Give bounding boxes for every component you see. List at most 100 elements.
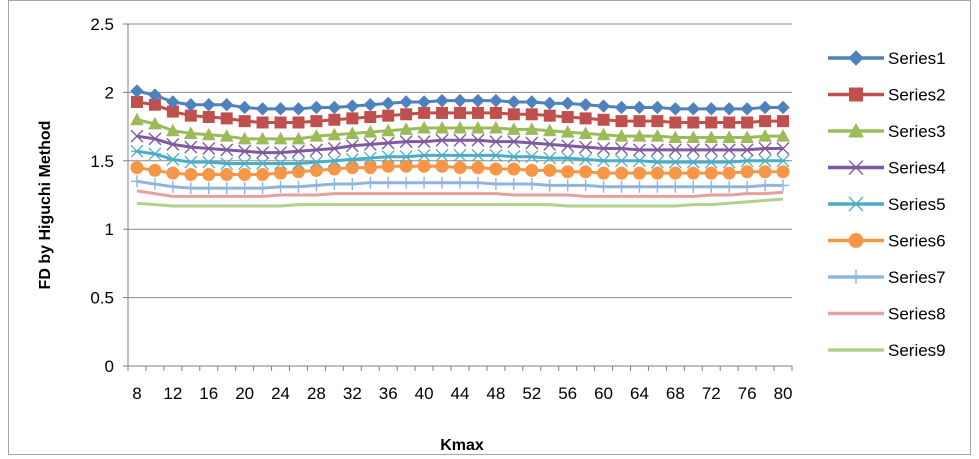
legend-label: Series8	[888, 305, 946, 324]
data-point	[327, 141, 341, 155]
data-point	[238, 182, 251, 195]
data-point	[435, 159, 449, 173]
data-point	[650, 129, 665, 142]
data-point	[310, 179, 323, 192]
data-point	[758, 165, 772, 179]
data-point	[130, 129, 144, 143]
chart-frame	[8, 0, 971, 455]
data-point-stroke	[238, 144, 252, 158]
data-point	[722, 102, 736, 116]
data-point	[525, 178, 538, 191]
data-point	[184, 155, 198, 169]
data-point	[543, 109, 556, 122]
data-point-stroke	[686, 143, 700, 157]
data-point	[453, 93, 467, 108]
data-point	[579, 140, 593, 154]
data-point	[345, 126, 360, 139]
data-point	[668, 130, 683, 144]
y-axis-title: FD by Higuchi Method	[37, 121, 54, 290]
data-point	[471, 133, 485, 147]
data-point	[202, 111, 215, 124]
data-point	[148, 178, 161, 191]
data-point	[687, 116, 700, 129]
data-point	[417, 95, 431, 109]
data-point-stroke	[650, 143, 664, 157]
series-series6	[130, 159, 790, 181]
data-point	[615, 115, 628, 128]
data-point	[704, 130, 719, 144]
data-point	[309, 143, 323, 157]
data-point	[632, 143, 646, 157]
legend-label: Series1	[888, 49, 946, 68]
data-point	[489, 135, 503, 149]
data-point	[507, 135, 521, 149]
legend-item: Series1	[828, 49, 946, 68]
data-point	[722, 143, 736, 157]
data-point	[507, 178, 520, 191]
data-point	[848, 196, 864, 212]
data-point	[489, 178, 502, 191]
legend-label: Series2	[888, 86, 946, 105]
data-point	[328, 178, 341, 191]
series-line	[136, 189, 784, 198]
data-point	[614, 129, 629, 142]
data-point-stroke	[632, 143, 646, 157]
x-tick-label: 36	[379, 384, 398, 403]
legend-item: Series6	[828, 232, 946, 251]
data-point	[704, 166, 718, 180]
data-point	[650, 143, 664, 157]
data-point	[309, 163, 323, 177]
data-point-stroke	[130, 129, 144, 143]
data-point	[758, 100, 772, 115]
data-point	[237, 100, 252, 115]
series-series8	[136, 189, 784, 198]
series-series2	[130, 95, 790, 129]
data-point	[524, 122, 539, 135]
data-point-stroke	[525, 136, 539, 150]
data-point	[148, 116, 162, 130]
legend-label: Series6	[888, 232, 946, 251]
data-point	[615, 141, 629, 155]
legend-item: Series7	[828, 268, 946, 287]
data-point	[776, 100, 790, 115]
legend-item: Series4	[828, 159, 946, 178]
data-point	[166, 95, 180, 109]
data-point	[632, 129, 647, 142]
data-point-stroke	[274, 146, 288, 160]
data-point	[471, 106, 484, 119]
data-point	[400, 176, 413, 189]
data-point	[256, 116, 269, 129]
data-point	[418, 106, 431, 119]
legend-item: Series8	[828, 305, 946, 324]
data-point-stroke	[668, 143, 682, 157]
x-tick-label: 32	[343, 384, 362, 403]
gridlines	[128, 23, 792, 299]
data-point	[256, 157, 270, 170]
data-point	[632, 100, 647, 115]
data-point	[256, 167, 270, 181]
series-series5	[130, 144, 790, 170]
data-point-stroke	[220, 143, 234, 157]
data-point	[453, 161, 467, 175]
data-point-stroke	[327, 141, 341, 155]
data-point	[525, 136, 539, 150]
series-series7	[130, 175, 790, 195]
data-point	[453, 133, 467, 147]
x-tick-label: 20	[235, 384, 254, 403]
data-point	[148, 147, 162, 161]
data-point	[686, 166, 700, 180]
data-point	[166, 152, 180, 166]
data-point	[507, 162, 521, 176]
legend-label: Series5	[888, 195, 946, 214]
data-point	[632, 166, 646, 180]
data-point	[417, 148, 431, 162]
x-tick-label: 80	[774, 384, 793, 403]
data-point	[328, 113, 341, 126]
data-point	[400, 108, 413, 121]
data-point	[166, 123, 180, 137]
data-point	[525, 95, 539, 109]
data-point	[507, 108, 520, 121]
data-point-stroke	[758, 141, 772, 155]
data-point	[668, 143, 682, 157]
data-point	[489, 120, 503, 134]
